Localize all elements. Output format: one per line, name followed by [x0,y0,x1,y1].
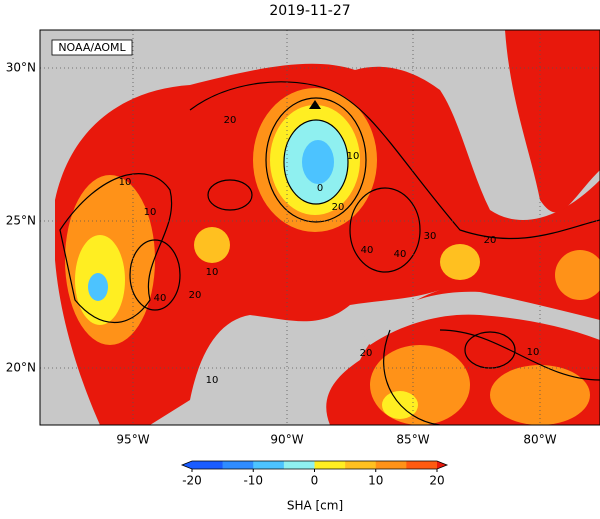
anomaly [194,227,230,263]
colorbar-tick-label: -10 [243,474,263,488]
anomaly [302,140,334,184]
colorbar-tick-label: -20 [182,474,202,488]
anomaly [88,273,108,301]
contour-label: 40 [361,245,374,256]
contour-label: 40 [394,249,407,260]
atlantic-field [505,30,600,213]
contour-label: 30 [424,231,437,242]
contour-label: 10 [527,347,540,358]
contour-label: 20 [224,115,237,126]
colorbar-segment [375,461,407,469]
colorbar-label: SHA [cm] [287,499,343,513]
colorbar-segment [314,461,346,469]
colorbar: -20 -10 0 10 20 [180,460,449,488]
title: 2019-11-27 [269,3,350,19]
colorbar-tick-label: 0 [311,474,319,488]
contour [189,81,600,240]
colorbar-tick-label: 10 [368,474,383,488]
contour-label: 20 [189,290,202,301]
lat-label: 30°N [6,61,36,75]
lat-label: 25°N [6,214,36,228]
colorbar-segment [192,461,223,469]
contour [349,187,421,273]
map: 20 10 10 0 10 20 10 40 20 40 40 20 30 20… [40,30,600,425]
lon-label: 90°W [270,433,303,447]
contour [129,239,181,311]
colorbar-segment [345,461,377,469]
contour [383,329,600,425]
contour-label: 20 [332,202,345,213]
marker [309,100,321,109]
lon-label: 95°W [116,433,149,447]
contour-label: 40 [154,293,167,304]
contour [283,119,349,205]
anomaly [370,345,470,425]
contour-label: 20 [484,235,497,246]
grid [40,30,600,425]
contour-label: 10 [119,177,132,188]
colorbar-tick-label: 20 [429,474,444,488]
contour-labels: 20 10 10 0 10 20 10 40 20 40 40 20 30 20… [119,115,540,386]
credit: NOAA/AOML [58,41,126,54]
frame [39,29,600,426]
credit-box [51,39,133,56]
anomaly [440,244,480,280]
contour [207,179,253,211]
anomaly [555,250,600,300]
colorbar-segment [222,461,254,469]
contour [464,331,516,369]
lon-label: 80°W [523,433,556,447]
contour-label: 10 [206,375,219,386]
contour [265,97,367,223]
contour-label: 10 [144,207,157,218]
contour-label: 0 [317,183,323,194]
colorbar-under [182,461,192,469]
colorbar-over [437,461,447,469]
lon-label: 85°W [396,433,429,447]
colorbar-segment [283,461,315,469]
cuba [360,291,600,345]
lat-label: 20°N [6,361,36,375]
colorbar-segment [253,461,285,469]
colorbar-segment [406,461,438,469]
contour-label: 10 [206,267,219,278]
contour-label: 20 [360,348,373,359]
contour-label: 10 [347,151,360,162]
ocean-field [55,63,600,425]
